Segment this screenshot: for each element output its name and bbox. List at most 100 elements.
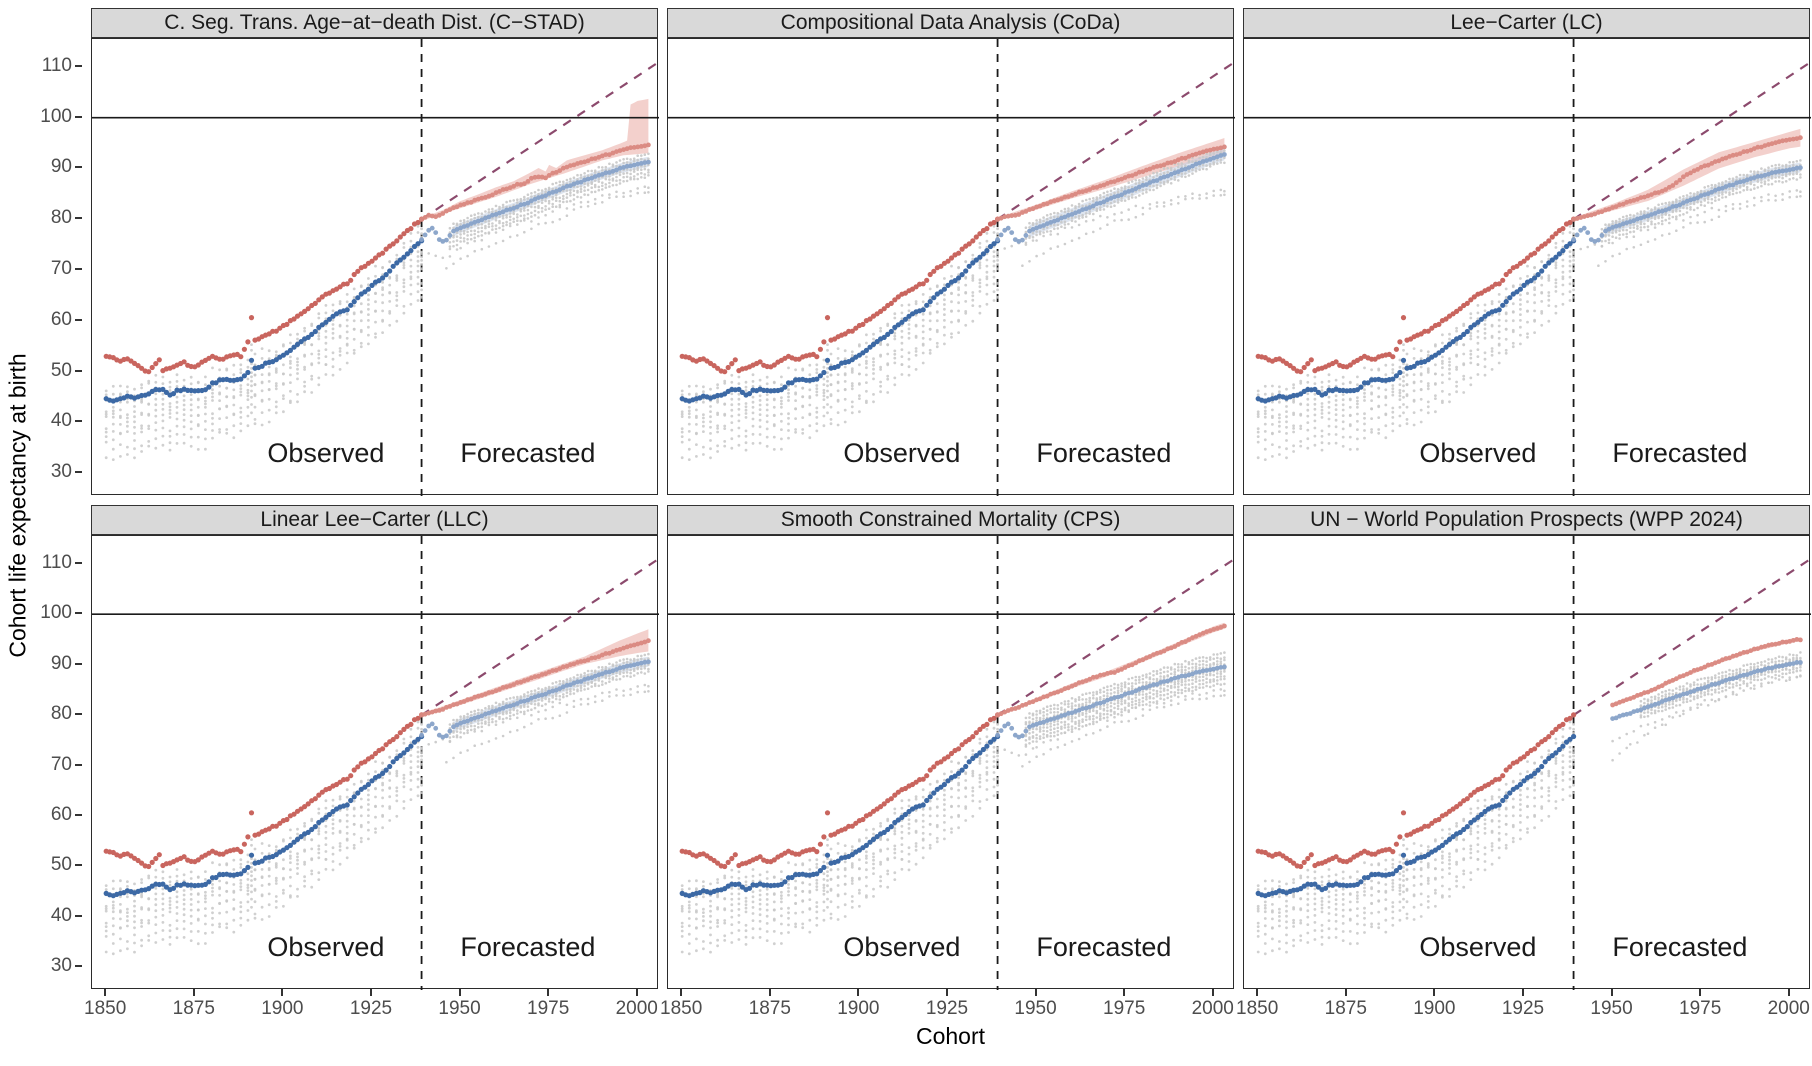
y-tick-mark xyxy=(75,914,82,917)
y-axis-title-text: Cohort life expectancy at birth xyxy=(4,352,31,658)
trend-dashed-line xyxy=(420,557,659,716)
forecast-series xyxy=(995,623,1227,740)
y-tick-mark xyxy=(75,166,82,169)
x-tick-label: 2000 xyxy=(615,998,658,1019)
x-tick-mark xyxy=(1699,989,1702,996)
x-tick-label: 1975 xyxy=(527,998,570,1019)
x-tick-mark xyxy=(635,989,638,996)
y-tick-label: 110 xyxy=(41,54,72,76)
y-tick-label: 30 xyxy=(50,955,72,977)
y-tick-label: 90 xyxy=(50,652,72,674)
x-axis-labels-col1: 1850 1875 1900 1925 1950 1975 2000 xyxy=(84,989,658,1021)
annotation-forecasted: Forecasted xyxy=(1612,438,1747,468)
x-tick-mark xyxy=(857,989,860,996)
forecast-series xyxy=(1571,135,1803,244)
x-tick-label: 2000 xyxy=(1767,998,1810,1019)
annotation-observed: Observed xyxy=(267,438,384,468)
panel-wpp-plot: Observed Forecasted xyxy=(1244,536,1811,990)
strip-title-cps: Smooth Constrained Mortality (CPS) xyxy=(667,505,1234,535)
annotation-forecasted: Forecasted xyxy=(460,438,595,468)
x-tick-label: 2000 xyxy=(1191,998,1234,1019)
observed-series xyxy=(1255,712,1577,899)
gray-observed-fan xyxy=(680,224,999,461)
x-axis-title: Cohort xyxy=(91,1021,1810,1055)
strip-text: C. Seg. Trans. Age−at−death Dist. (C−STA… xyxy=(164,11,585,34)
panel-wpp: Observed Forecasted xyxy=(1243,535,1811,990)
x-tick-mark xyxy=(1521,989,1524,996)
panel-cstad-plot: Observed Forecasted xyxy=(92,39,659,496)
x-tick-mark xyxy=(1610,989,1613,996)
gray-forecast-fan xyxy=(420,652,650,764)
y-tick-mark xyxy=(75,763,82,766)
spacer xyxy=(34,8,82,38)
y-tick-label: 100 xyxy=(40,105,72,127)
strip-title-llc: Linear Lee−Carter (LLC) xyxy=(91,505,658,535)
annotation-observed: Observed xyxy=(267,932,384,962)
annotation-observed: Observed xyxy=(843,438,960,468)
panel-lc-plot: Observed Forecasted xyxy=(1244,39,1811,496)
annotation-forecasted: Forecasted xyxy=(1036,438,1171,468)
x-tick-mark xyxy=(1211,989,1214,996)
facet-grid: C. Seg. Trans. Age−at−death Dist. (C−STA… xyxy=(34,8,1811,1055)
trend-dashed-line xyxy=(1572,557,1811,716)
y-tick-mark xyxy=(75,471,82,474)
observed-series xyxy=(679,712,1001,899)
forecast-series xyxy=(1610,637,1803,721)
x-tick-label: 1850 xyxy=(660,998,703,1019)
y-tick-label: 110 xyxy=(41,551,72,573)
x-tick-label: 1925 xyxy=(349,998,393,1019)
panel-cps-plot: Observed Forecasted xyxy=(668,536,1235,990)
y-tick-label: 100 xyxy=(40,602,72,624)
panel-llc-plot: Observed Forecasted xyxy=(92,536,659,990)
y-tick-mark xyxy=(75,64,82,67)
spacer xyxy=(34,989,82,1021)
x-axis-labels-col3: 1850 1875 1900 1925 1950 1975 2000 xyxy=(1236,989,1810,1021)
y-tick-label: 60 xyxy=(50,308,72,330)
confidence-bands xyxy=(421,629,649,733)
x-tick-mark xyxy=(1433,989,1436,996)
x-tick-label: 1950 xyxy=(1014,998,1057,1019)
strip-text: UN − World Population Prospects (WPP 202… xyxy=(1310,508,1743,531)
x-tick-mark xyxy=(768,989,771,996)
annotation-observed: Observed xyxy=(1419,932,1536,962)
y-tick-mark xyxy=(75,864,82,867)
forecast-series xyxy=(419,142,651,244)
strip-text: Smooth Constrained Mortality (CPS) xyxy=(780,508,1121,531)
trend-dashed-line xyxy=(996,557,1235,716)
observed-series xyxy=(679,216,1001,404)
panel-cstad: Observed Forecasted xyxy=(91,38,659,496)
x-tick-mark xyxy=(192,989,195,996)
strip-text: Lee−Carter (LC) xyxy=(1450,11,1603,34)
x-tick-label: 1975 xyxy=(1679,998,1722,1019)
y-tick-label: 70 xyxy=(50,753,72,775)
x-tick-label: 1850 xyxy=(1236,998,1279,1019)
x-tick-label: 1850 xyxy=(84,998,127,1019)
annotation-observed: Observed xyxy=(1419,438,1536,468)
observed-series xyxy=(103,712,425,899)
y-tick-label: 80 xyxy=(50,703,72,725)
trend-dashed-line xyxy=(996,60,1235,221)
gray-forecast-fan xyxy=(420,152,650,270)
x-tick-label: 1925 xyxy=(1501,998,1545,1019)
x-tick-mark xyxy=(281,989,284,996)
strip-title-cstad: C. Seg. Trans. Age−at−death Dist. (C−STA… xyxy=(91,8,658,38)
y-tick-mark xyxy=(75,662,82,665)
gray-forecast-fan xyxy=(1611,651,1802,762)
x-tick-mark xyxy=(458,989,461,996)
x-tick-label: 1875 xyxy=(172,998,215,1019)
x-tick-mark xyxy=(369,989,372,996)
x-tick-mark xyxy=(1787,989,1790,996)
y-tick-mark xyxy=(75,813,82,816)
x-axis-title-text: Cohort xyxy=(915,1023,986,1049)
strip-title-wpp: UN − World Population Prospects (WPP 202… xyxy=(1243,505,1810,535)
y-tick-label: 80 xyxy=(50,207,72,229)
y-tick-mark xyxy=(75,217,82,220)
annotation-forecasted: Forecasted xyxy=(1036,932,1171,962)
gray-observed-fan xyxy=(104,224,423,461)
y-tick-mark xyxy=(75,115,82,118)
y-axis-title: Cohort life expectancy at birth xyxy=(2,0,34,1010)
annotation-forecasted: Forecasted xyxy=(460,932,595,962)
y-tick-mark xyxy=(75,561,82,564)
x-tick-mark xyxy=(680,989,683,996)
confidence-bands xyxy=(1612,637,1801,707)
